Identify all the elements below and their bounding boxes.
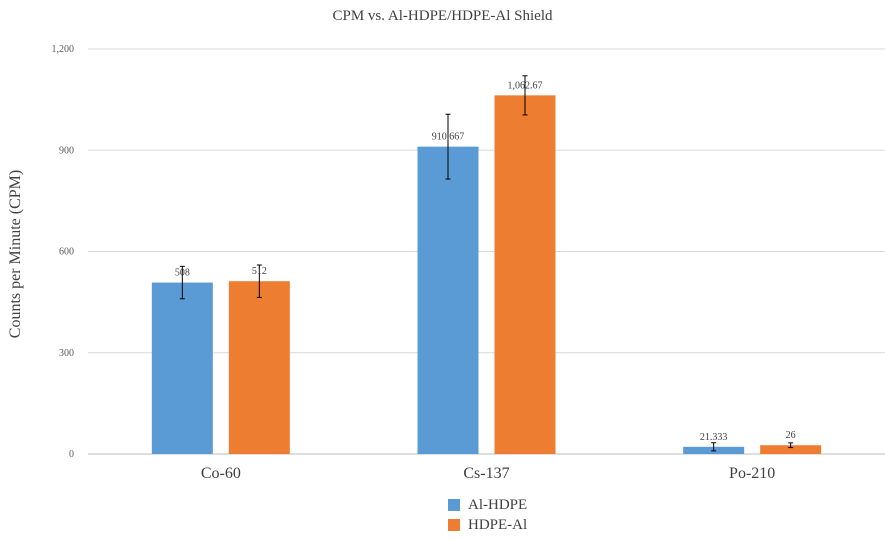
legend-item-hdpe-al: HDPE-Al: [448, 517, 527, 533]
axes: 0 300 600 900 1,200 Co-60 Cs-137 Po-210: [52, 44, 885, 482]
data-label: 910.667: [432, 132, 465, 143]
legend-swatch-hdpe-al: [448, 519, 460, 531]
data-label: 21.333: [700, 432, 728, 443]
x-tick-label: Po-210: [729, 465, 775, 482]
y-tick-label: 600: [59, 247, 74, 258]
chart-title: CPM vs. Al-HDPE/HDPE-Al Shield: [332, 8, 553, 24]
bar: [494, 95, 556, 454]
x-tick-label: Co-60: [201, 465, 241, 482]
legend-swatch-al-hdpe: [448, 499, 460, 511]
bar: [228, 281, 290, 454]
bar: [151, 282, 213, 454]
data-labels: 508 512 910.667 1,062.67 21.333 26: [175, 80, 796, 442]
gridlines: [88, 48, 885, 354]
legend-item-al-hdpe: Al-HDPE: [448, 497, 527, 513]
bars: [151, 75, 822, 454]
legend-label-al-hdpe: Al-HDPE: [468, 496, 528, 513]
y-tick-label: 1,200: [52, 44, 75, 55]
legend: Al-HDPE HDPE-Al: [448, 497, 527, 533]
data-label: 1,062.67: [508, 80, 543, 91]
data-label: 26: [786, 430, 796, 441]
bar: [417, 146, 479, 454]
bar: [760, 445, 822, 454]
y-tick-label: 300: [59, 348, 74, 359]
x-tick-label: Cs-137: [463, 465, 509, 482]
data-label: 512: [252, 266, 267, 277]
y-tick-label: 0: [69, 449, 74, 460]
legend-label-hdpe-al: HDPE-Al: [468, 516, 528, 533]
y-axis-label: Counts per Minute (CPM): [7, 169, 24, 339]
y-tick-label: 900: [59, 145, 74, 156]
data-label: 508: [175, 268, 190, 279]
